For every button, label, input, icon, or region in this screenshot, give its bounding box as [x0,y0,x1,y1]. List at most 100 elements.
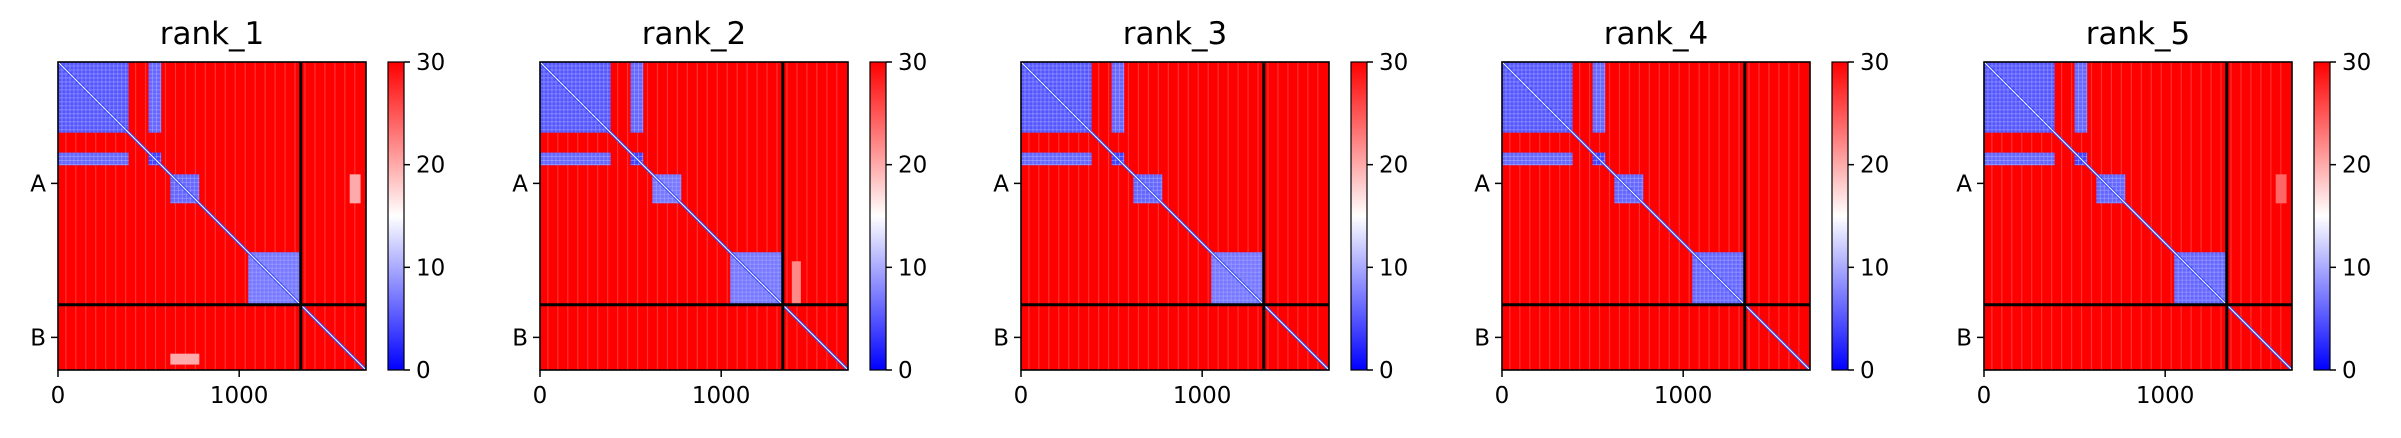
heatmap-texture-stripe [2130,62,2132,370]
heatmap-texture-stripe [244,62,246,370]
y-tick-label: B [993,325,1009,351]
heatmap-texture-stripe [2260,62,2262,370]
heatmap-texture-stripe [304,62,306,370]
heatmap-block-2 [540,152,611,166]
colorbar [2313,61,2331,371]
heatmap-diagonal-highlight [1502,62,1810,370]
heatmap-texture-stripe [2021,62,2023,370]
heatmap-texture-stripe [1539,62,1541,370]
heatmap-texture-stripe [1287,62,1289,370]
heatmap-texture-stripe [716,62,718,370]
heatmap-texture-stripe [1658,62,1660,370]
heatmap-texture-stripe [1748,62,1750,370]
heatmap-texture-stripe [1618,62,1621,370]
colorbar-tick-label: 30 [2342,50,2371,76]
heatmap-texture-stripe [2170,62,2172,370]
heatmap-texture-stripe [1157,62,1159,370]
y-tick-label: A [993,171,1009,197]
heatmap-texture-stripe [254,62,256,370]
heatmap-texture-stripe [567,62,569,370]
y-tick-label: B [512,325,528,351]
heatmap-texture-stripe [174,62,177,370]
x-tick-label: 1000 [2136,383,2195,409]
y-tick-label: B [30,325,46,351]
heatmap-texture-stripe [656,62,659,370]
y-tick-label: A [30,171,46,197]
heatmap-panel-1: rank_1 0 1000 A B 0 10 20 30 [30,16,445,409]
heatmap-texture-stripe [806,62,808,370]
colorbar-tick-label: 30 [898,50,927,76]
heatmap-texture-stripe [2070,62,2073,370]
heatmap-texture-stripe [587,62,589,370]
heatmap-texture-stripe [115,62,117,370]
heatmap-texture-stripe [105,62,107,370]
colorbar-tick-label: 0 [1379,358,1394,384]
heatmap-texture-stripe [264,62,266,370]
heatmap-block-2 [1021,152,1092,166]
heatmap-texture-stripe [1678,62,1680,370]
heatmap-texture-stripe [1197,62,1199,370]
heatmap-texture-stripe [1509,62,1511,370]
heatmap-texture-stripe [135,62,137,370]
x-tick-label: 1000 [1173,383,1232,409]
heatmap-texture-stripe [1728,62,1730,370]
heatmap-spot-2 [170,353,200,365]
panel-title: rank_3 [1123,16,1228,52]
x-tick-label: 0 [1977,383,1992,409]
heatmap-texture-stripe [324,62,326,370]
heatmap-texture-stripe [1137,62,1140,370]
heatmap-texture-stripe [766,62,768,370]
heatmap-diagonal-highlight [58,62,366,370]
heatmap-texture-stripe [164,62,167,370]
heatmap-spot-1 [791,261,801,305]
heatmap-texture-stripe [2160,62,2162,370]
heatmap-texture-stripe [184,62,187,370]
heatmap-texture-stripe [786,62,788,370]
heatmap-texture-stripe [686,62,688,370]
heatmap-block-3 [2074,62,2088,133]
heatmap-texture-stripe [1267,62,1269,370]
heatmap-texture-stripe [1307,62,1309,370]
heatmap-texture-stripe [666,62,669,370]
heatmap-texture-stripe [1991,62,1993,370]
heatmap-texture-stripe [1708,62,1710,370]
heatmap-texture-stripe [2090,62,2093,370]
colorbar [387,61,405,371]
heatmap-texture-stripe [2230,62,2232,370]
colorbar-tick-label: 30 [1379,50,1408,76]
heatmap-texture-stripe [1177,62,1179,370]
heatmap-texture-stripe [2080,62,2083,370]
panel-title: rank_5 [2086,16,2191,52]
heatmap-texture-stripe [2140,62,2142,370]
heatmap-spot-1 [349,174,361,204]
heatmap-texture-stripe [1127,62,1130,370]
colorbar-tick-label: 20 [1860,153,1889,179]
heatmap-texture-stripe [1628,62,1631,370]
heatmap-plot-area [540,62,848,370]
colorbar-tick-label: 0 [1860,358,1875,384]
heatmap-texture-stripe [2150,62,2152,370]
heatmap-panel-3: rank_3 0 1000 A B 0 10 20 30 [993,16,1408,409]
heatmap-diagonal-highlight [540,62,848,370]
heatmap-texture-stripe [607,62,609,370]
heatmap-texture-stripe [2001,62,2003,370]
heatmap-texture-stripe [334,62,336,370]
colorbar-tick-label: 10 [898,255,927,281]
plot-frame [1983,61,2293,371]
heatmap-texture-stripe [2220,62,2222,370]
heatmap-texture-stripe [557,62,559,370]
heatmap-texture-stripe [314,62,316,370]
colorbar-tick-label: 20 [898,153,927,179]
heatmap-plot-area [1502,62,1810,370]
heatmap-texture-stripe [1718,62,1720,370]
heatmap-texture-stripe [696,62,698,370]
heatmap-texture-stripe [2120,62,2122,370]
colorbar [1831,61,1849,371]
colorbar-tick-label: 30 [416,50,445,76]
heatmap-texture-stripe [1738,62,1740,370]
heatmap-texture-stripe [1187,62,1189,370]
heatmap-texture-stripe [1638,62,1640,370]
heatmap-block-3 [630,62,644,133]
x-tick-label: 0 [1495,383,1510,409]
colorbar-tick-label: 20 [416,153,445,179]
